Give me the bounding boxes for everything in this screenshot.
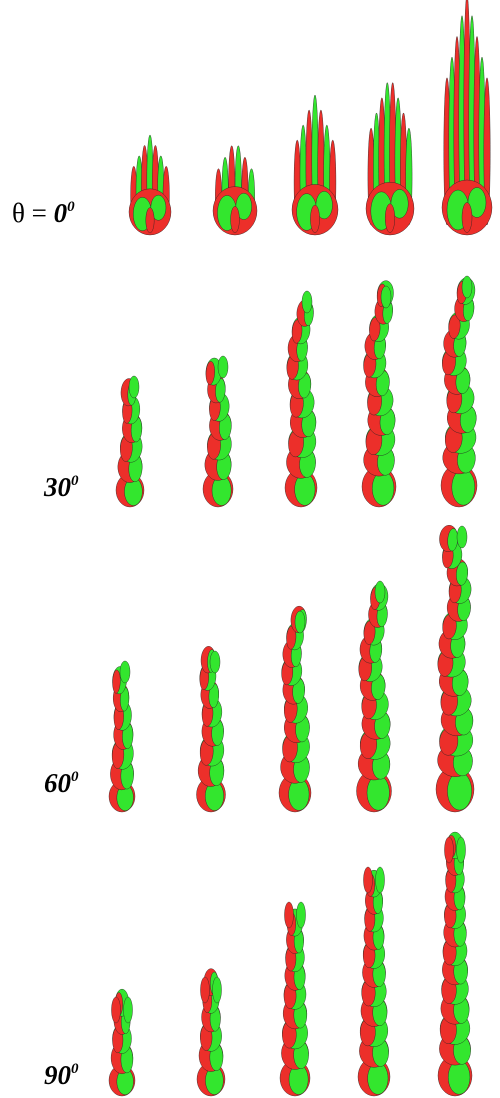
lobe bbox=[120, 661, 130, 683]
row-label: θ = 00 bbox=[12, 198, 75, 228]
lobe bbox=[448, 1060, 470, 1094]
label-value: 0 bbox=[54, 198, 68, 228]
figure: θ = 00 300 600 900 bbox=[0, 0, 500, 1098]
lobe bbox=[289, 778, 309, 810]
label-sup: 0 bbox=[71, 473, 79, 489]
lobe bbox=[381, 286, 391, 308]
lobe bbox=[376, 867, 385, 893]
lobe bbox=[295, 611, 305, 633]
label-prefix: θ = bbox=[12, 198, 54, 228]
lobe bbox=[210, 651, 220, 673]
label-sup: 0 bbox=[67, 199, 75, 215]
label-value: 90 bbox=[44, 1060, 72, 1090]
label-sup: 0 bbox=[71, 769, 79, 785]
lobe bbox=[297, 902, 306, 928]
lobe bbox=[462, 203, 472, 233]
lobe bbox=[447, 772, 471, 810]
lobe bbox=[112, 997, 121, 1023]
lobe bbox=[372, 471, 394, 505]
row-label: 600 bbox=[44, 768, 79, 798]
lobe bbox=[124, 997, 133, 1023]
lobe bbox=[231, 206, 240, 232]
lobe bbox=[364, 867, 373, 893]
lobe bbox=[302, 291, 312, 313]
row-label: 900 bbox=[44, 1060, 79, 1090]
label-value: 60 bbox=[44, 768, 72, 798]
lobe bbox=[285, 902, 294, 928]
lobe bbox=[367, 775, 389, 810]
lobe bbox=[457, 526, 467, 548]
label-value: 30 bbox=[43, 472, 72, 502]
page: θ = 00 300 600 900 (() => { const data =… bbox=[0, 0, 500, 1098]
lobe bbox=[457, 837, 466, 863]
plumes bbox=[109, 0, 492, 1096]
label-sup: 0 bbox=[71, 1061, 79, 1077]
lobe bbox=[146, 208, 154, 233]
lobe bbox=[201, 977, 210, 1003]
lobe bbox=[368, 1062, 388, 1094]
lobe bbox=[213, 977, 222, 1003]
lobe bbox=[295, 473, 315, 505]
lobe bbox=[462, 276, 472, 298]
lobe bbox=[452, 469, 475, 505]
row-label: 300 bbox=[43, 472, 79, 502]
lobe bbox=[218, 356, 228, 378]
lobe bbox=[385, 204, 395, 233]
lobe bbox=[375, 581, 385, 603]
lobe bbox=[445, 837, 454, 863]
lobe bbox=[310, 205, 319, 233]
lobe bbox=[129, 376, 139, 398]
